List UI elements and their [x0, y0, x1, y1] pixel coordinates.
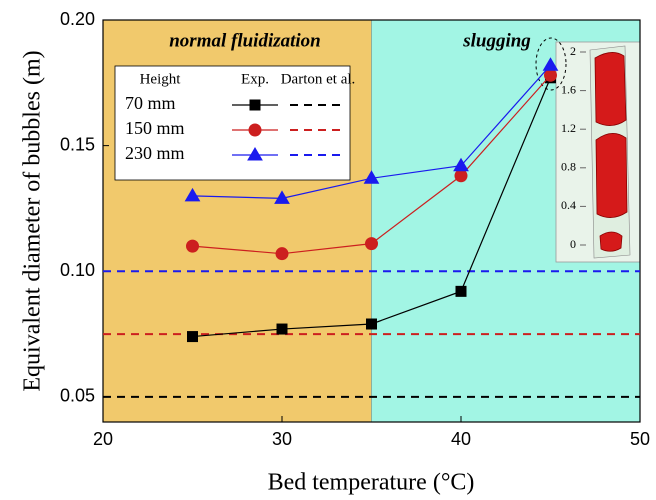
marker — [275, 247, 289, 261]
region-label: slugging — [462, 30, 531, 51]
x-tick-label: 50 — [630, 429, 650, 449]
y-tick-label: 0.05 — [60, 386, 95, 406]
legend-marker — [248, 123, 262, 137]
highlight-ellipse — [535, 37, 567, 91]
inset-tick-label: 1.2 — [561, 121, 576, 135]
legend-marker — [249, 99, 261, 111]
x-axis-title: Bed temperature (°C) — [268, 470, 475, 496]
marker — [455, 285, 467, 297]
x-tick-label: 20 — [93, 429, 113, 449]
legend-header: Height — [140, 71, 182, 87]
inset-simulation: 0 0.4 0.8 1.2 1.6 2 — [555, 41, 641, 263]
marker — [453, 157, 469, 172]
marker — [366, 318, 377, 330]
legend-header: Exp. — [241, 71, 269, 87]
region-label: normal fluidization — [169, 30, 321, 51]
inset-tick-label: 0.4 — [561, 198, 576, 212]
legend-header: Darton et al. — [281, 71, 356, 87]
plot-frame — [102, 19, 641, 423]
marker — [276, 323, 288, 335]
y-tick-label: 0.10 — [60, 260, 95, 280]
x-tick-label: 40 — [451, 429, 471, 449]
legend-label: 70 mm — [125, 93, 176, 113]
marker — [184, 187, 201, 202]
legend-marker — [247, 147, 263, 161]
inset-tick-label: 0 — [570, 237, 576, 251]
legend-label: 150 mm — [125, 118, 185, 138]
marker — [365, 237, 378, 251]
marker — [542, 57, 559, 71]
marker — [187, 331, 198, 343]
x-tick-label: 30 — [272, 429, 292, 449]
legend-label: 230 mm — [125, 143, 185, 163]
marker — [544, 68, 557, 82]
y-tick-label: 0.15 — [60, 134, 95, 154]
marker — [186, 239, 199, 253]
marker — [454, 169, 468, 183]
inset-tick-label: 0.8 — [561, 160, 576, 174]
y-tick-label: 0.20 — [60, 9, 95, 29]
y-axis-title: Equivalent diameter of bubbles (m) — [20, 50, 46, 391]
legend-box — [114, 65, 351, 181]
inset-tick-label: 2 — [570, 44, 576, 58]
marker — [363, 170, 380, 184]
marker — [274, 190, 290, 204]
inset-tick-label: 1.6 — [561, 82, 576, 96]
